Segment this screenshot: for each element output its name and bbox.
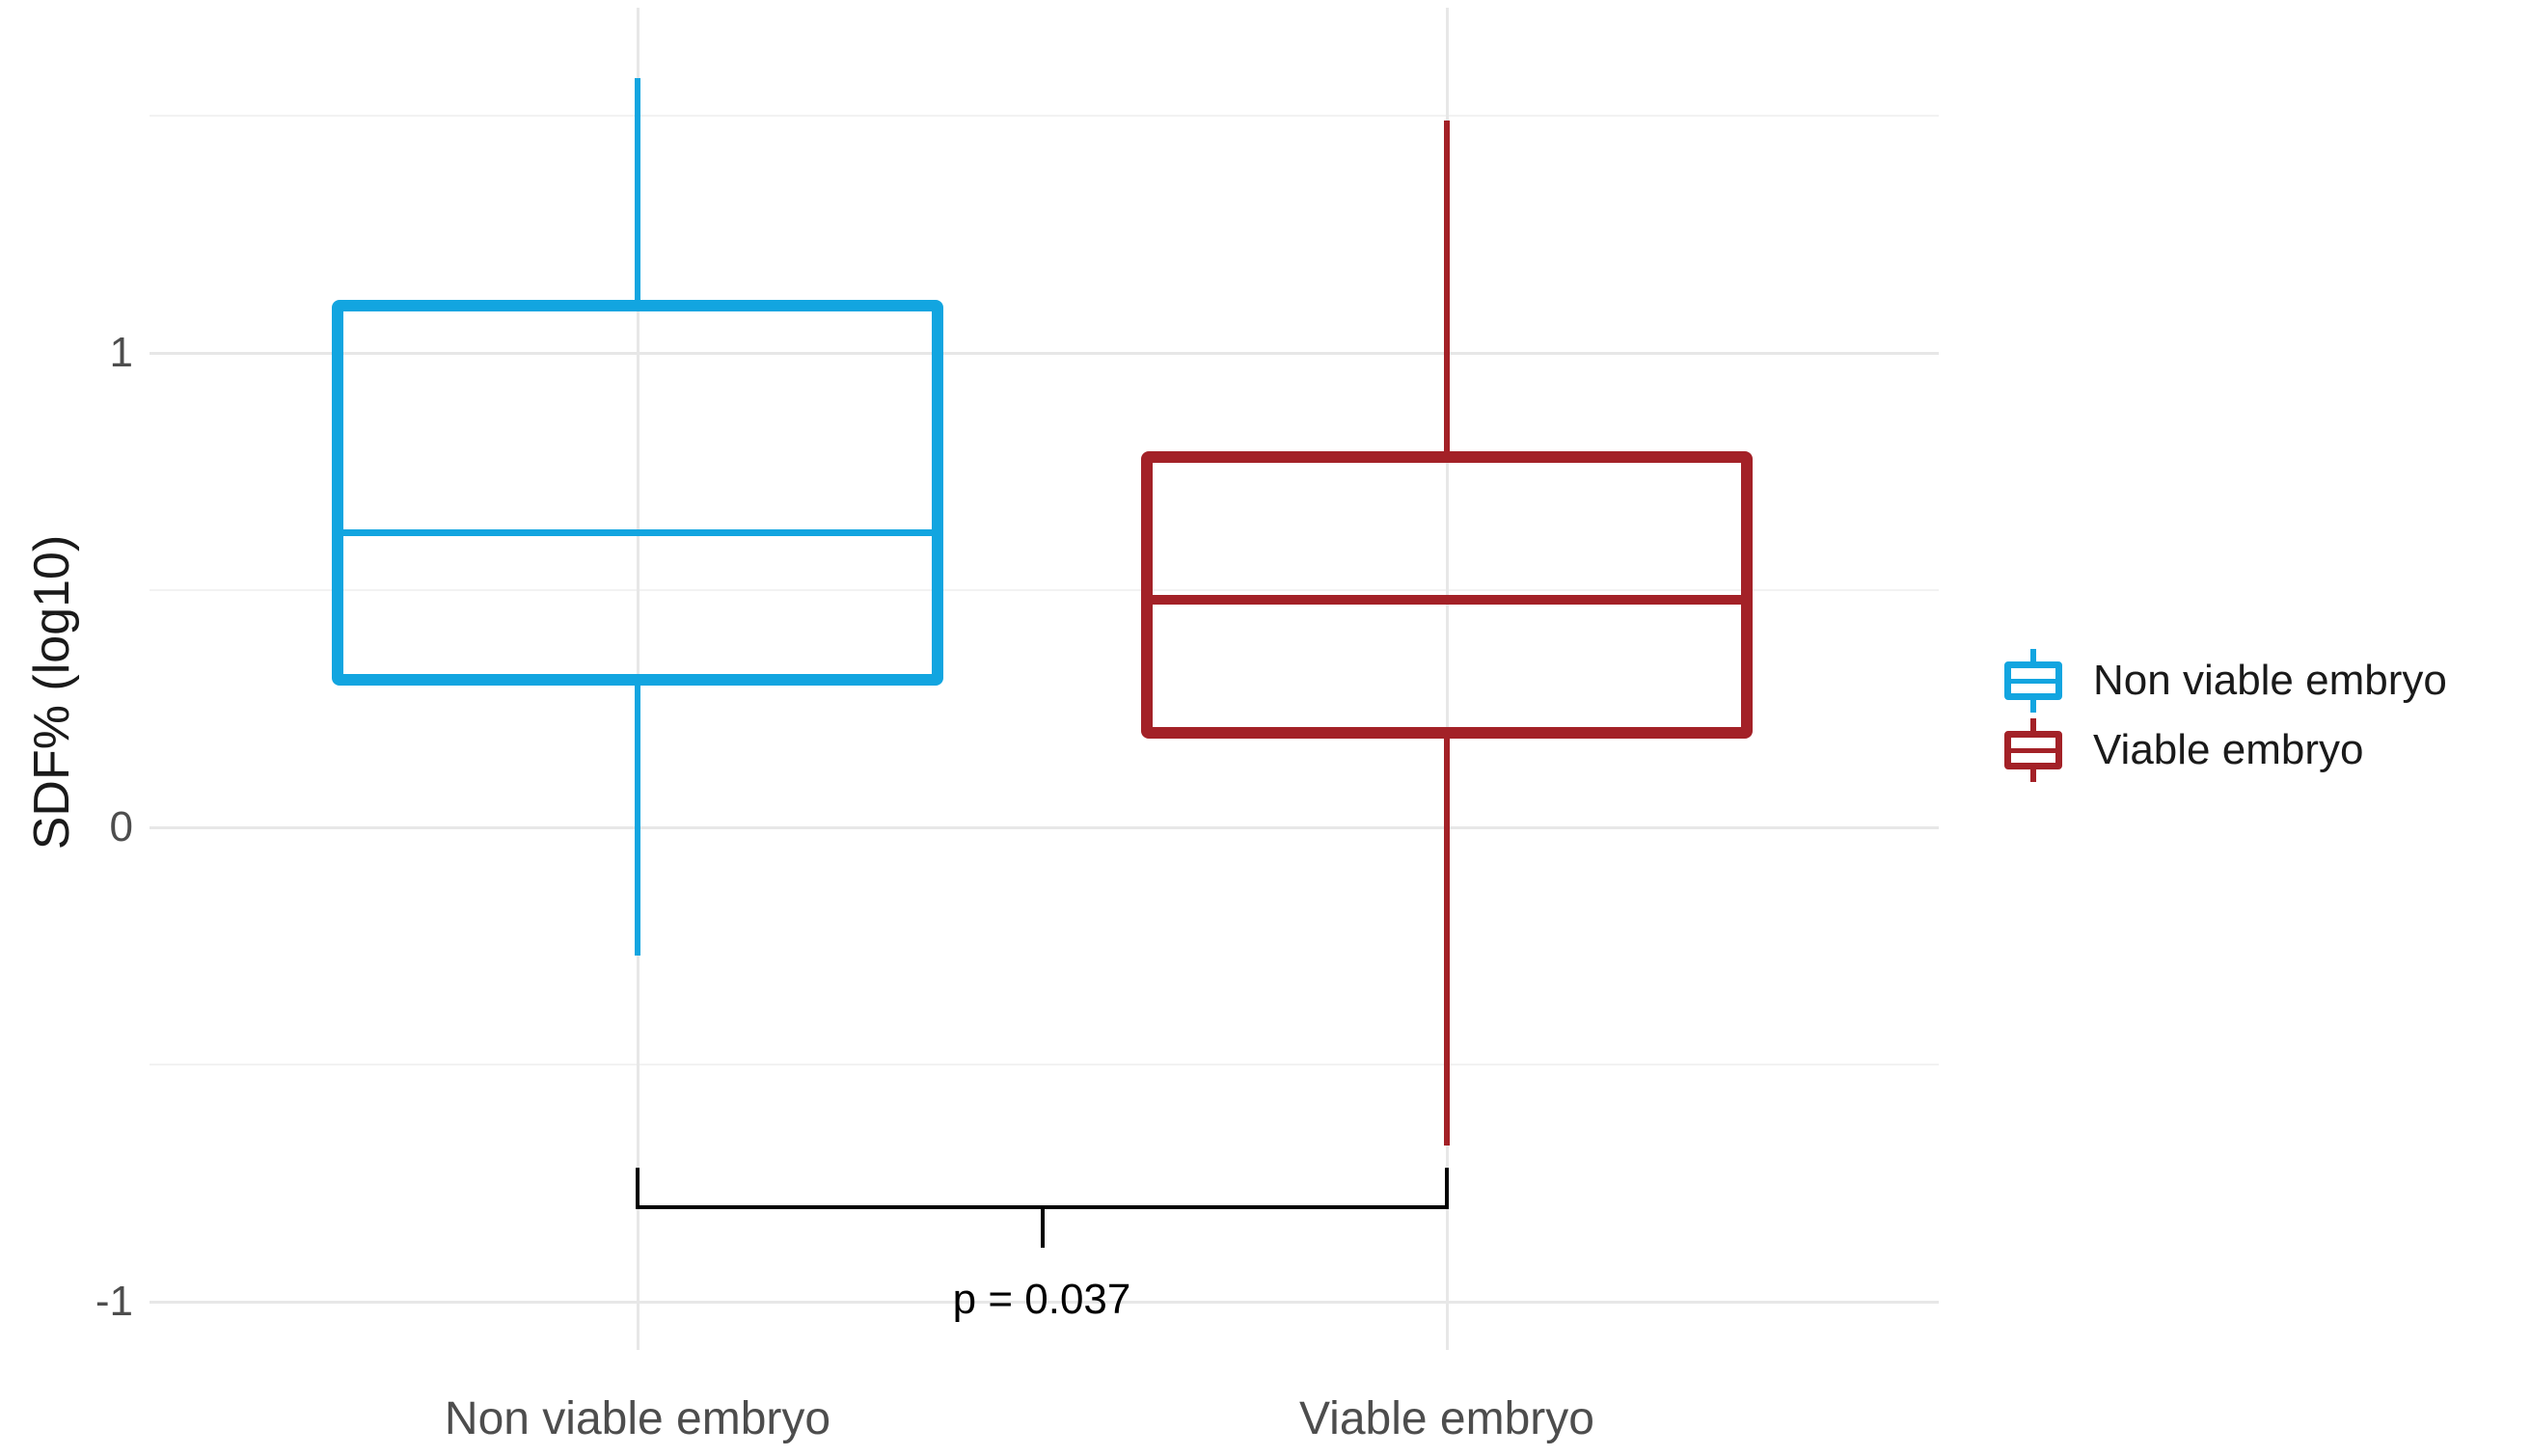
gridline-major: [150, 1300, 1939, 1304]
key-box: [2004, 731, 2062, 769]
iqr-box: [1141, 451, 1753, 739]
upper-whisker: [1444, 120, 1450, 458]
y-tick-label: -1: [95, 1278, 133, 1325]
iqr-box: [332, 299, 943, 687]
key-median-line: [2011, 679, 2055, 684]
key-box: [2004, 661, 2062, 700]
legend-row: Non viable embryo: [2002, 644, 2447, 717]
bracket-center-tick: [1040, 1209, 1045, 1248]
gridline-category: [1445, 8, 1449, 1350]
key-upper-whisker: [2030, 718, 2036, 731]
gridline-minor: [150, 1064, 1939, 1065]
legend-label: Viable embryo: [2093, 726, 2364, 773]
legend-label: Non viable embryo: [2093, 657, 2447, 704]
bracket-right-tick: [1445, 1168, 1449, 1209]
key-upper-whisker: [2030, 649, 2036, 661]
lower-whisker: [635, 680, 640, 956]
y-tick-label: 1: [109, 329, 133, 376]
bracket-horizontal: [638, 1205, 1447, 1209]
bracket-left-tick: [636, 1168, 640, 1209]
median-line: [341, 529, 934, 537]
p-value-label: p = 0.037: [952, 1276, 1131, 1323]
median-line: [1151, 594, 1743, 605]
key-lower-whisker: [2030, 769, 2036, 782]
gridline-major: [150, 825, 1939, 829]
legend-row: Viable embryo: [2002, 714, 2363, 787]
y-tick-label: 0: [109, 803, 133, 850]
legend-key-boxplot-icon: [2002, 714, 2064, 787]
gridline-minor: [150, 589, 1939, 591]
x-category-label: Non viable embryo: [444, 1393, 831, 1444]
gridline-major: [150, 351, 1939, 355]
lower-whisker: [1444, 732, 1450, 1146]
upper-whisker: [635, 77, 640, 306]
legend-key-boxplot-icon: [2002, 644, 2064, 717]
key-lower-whisker: [2030, 700, 2036, 713]
x-category-label: Viable embryo: [1299, 1393, 1594, 1444]
gridline-minor: [150, 115, 1939, 117]
key-median-line: [2011, 748, 2055, 753]
